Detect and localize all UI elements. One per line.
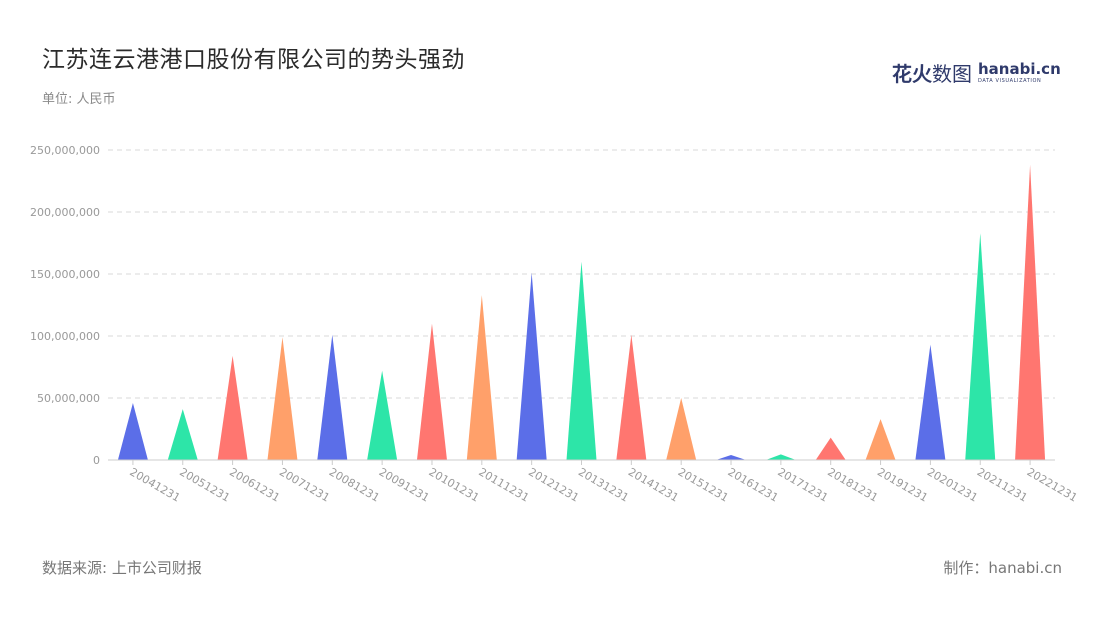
x-tick-label: 20051231: [177, 465, 232, 504]
x-tick-label: 20081231: [327, 465, 382, 504]
x-tick-label: 20131231: [576, 465, 631, 504]
made-by: 制作：hanabi.cn: [943, 559, 1062, 577]
bar-20191231: [865, 419, 896, 460]
x-tick-label: 20091231: [377, 465, 432, 504]
bar-20151231: [666, 398, 697, 460]
y-tick-label: 250,000,000: [30, 144, 100, 157]
unit-label: 单位: 人民币: [42, 92, 116, 107]
bar-20051231: [167, 409, 198, 460]
x-tick-label: 20191231: [875, 465, 930, 504]
bar-20081231: [317, 334, 348, 460]
x-tick-label: 20041231: [127, 465, 182, 504]
y-tick-label: 200,000,000: [30, 206, 100, 219]
x-tick-label: 20171231: [775, 465, 830, 504]
bar-20111231: [466, 295, 497, 460]
bar-20101231: [416, 323, 447, 460]
data-source: 数据来源: 上市公司财报: [42, 559, 202, 577]
bar-20161231: [716, 455, 747, 460]
bar-20041231: [117, 402, 148, 460]
x-tick-label: 20201231: [925, 465, 980, 504]
bar-20121231: [516, 272, 547, 460]
brand-logo: 花火数图 hanabi.cn DATA VISUALIZATION: [892, 58, 1061, 87]
x-tick-label: 20181231: [825, 465, 880, 504]
bar-20091231: [367, 370, 398, 460]
bar-20131231: [566, 261, 597, 460]
logo-en: hanabi.cn DATA VISUALIZATION: [978, 59, 1061, 84]
bar-20071231: [267, 337, 298, 460]
bar-20171231: [765, 454, 796, 460]
chart-title: 江苏连云港港口股份有限公司的势头强劲: [42, 47, 465, 73]
x-tick-label: 20141231: [626, 465, 681, 504]
y-tick-label: 100,000,000: [30, 330, 100, 343]
x-tick-label: 20061231: [227, 465, 282, 504]
x-tick-label: 20071231: [277, 465, 332, 504]
x-tick-label: 20221231: [1025, 465, 1080, 504]
logo-cn: 花火数图: [892, 62, 972, 86]
bar-20141231: [616, 334, 647, 460]
y-tick-label: 0: [93, 454, 100, 467]
y-tick-label: 150,000,000: [30, 268, 100, 281]
grid-lines: [108, 149, 1055, 399]
y-tick-label: 50,000,000: [37, 392, 100, 405]
x-tick-label: 20151231: [676, 465, 731, 504]
bars: [117, 164, 1046, 460]
bar-20201231: [915, 344, 946, 460]
x-tick-label: 20111231: [476, 465, 531, 504]
x-tick-label: 20161231: [726, 465, 781, 504]
x-tick-label: 20211231: [975, 465, 1030, 504]
y-axis-ticks: 0 50,000,000 100,000,000 150,000,000 200,000…: [30, 144, 100, 467]
x-axis-ticks: 2004123120051231200612312007123120081231…: [127, 460, 1080, 505]
x-tick-label: 20101231: [426, 465, 481, 504]
bar-20221231: [1015, 164, 1046, 460]
bar-20061231: [217, 355, 248, 460]
x-tick-label: 20121231: [526, 465, 581, 504]
bar-20181231: [815, 437, 846, 460]
bar-20211231: [965, 233, 996, 460]
